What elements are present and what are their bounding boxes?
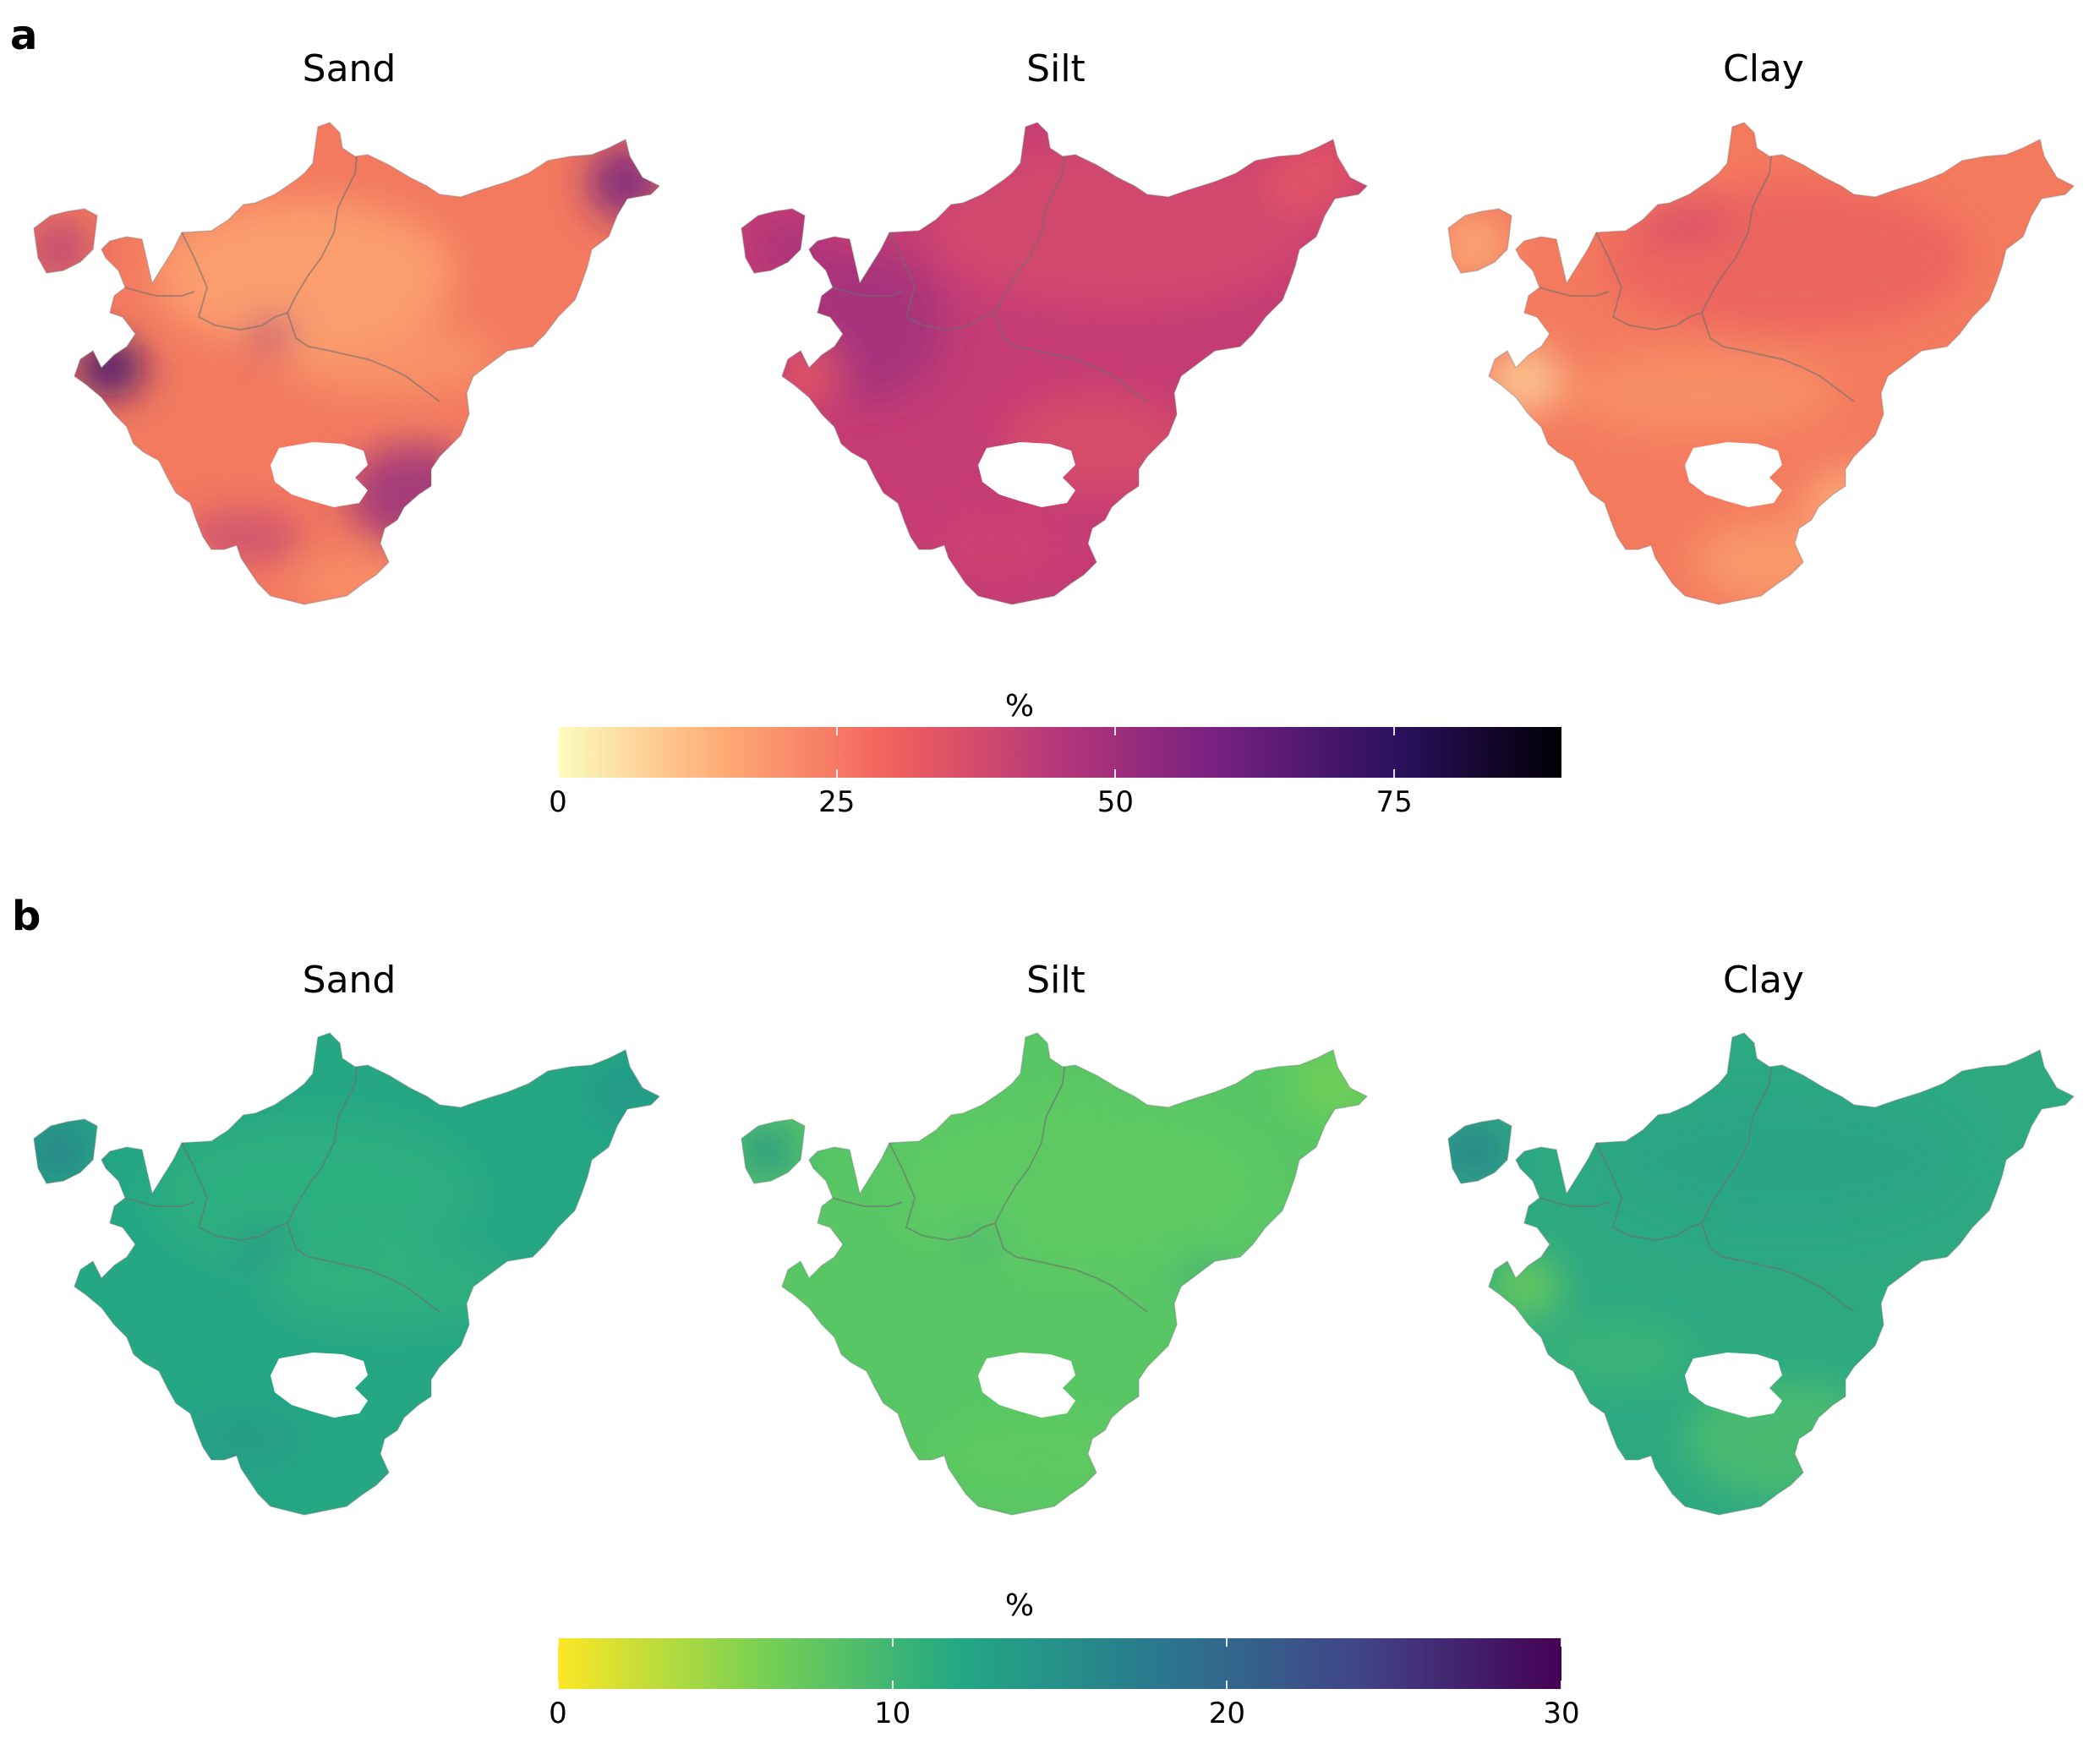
map-outline [1447,1032,2075,1516]
map-province-boundary [287,312,440,402]
map-province-boundary [994,1222,1148,1313]
legend-tick-label: 0 [549,1697,567,1730]
map-lake-hole [271,1353,368,1418]
legend-tick-mark [1226,1638,1228,1647]
legend-tick-label: 50 [1096,785,1135,819]
map-outline [1447,122,2075,605]
map-region-raster [741,1033,1367,1515]
legend-colorbar-a [558,727,1561,778]
legend-tick-label: 10 [874,1697,911,1730]
legend-tick-label: 25 [818,785,856,819]
map-province-boundary [1701,312,1855,402]
legend-tick-label: 20 [1208,1697,1245,1730]
map-b-sand [33,1032,661,1516]
legend-tick-mark [1561,1638,1562,1647]
map-a-sand [33,122,661,605]
legend-tick-label: 0 [549,785,567,819]
map-title-a-clay: Clay [1723,47,1804,90]
map-lake-hole [271,442,368,507]
legend-tick-mark [835,727,838,735]
map-outline [33,1032,661,1516]
map-province-boundary [287,1222,440,1313]
map-province-boundary [832,287,903,297]
map-region-raster [1448,1033,2074,1515]
legend-tick-label: 30 [1543,1697,1580,1730]
legend-title-b: % [1004,1588,1035,1623]
legend-tick-mark [891,1681,894,1689]
map-lake-hole [978,1353,1075,1418]
legend-tick-mark [1114,769,1117,778]
map-province-boundary [124,287,195,297]
map-outline [741,1032,1369,1516]
map-outline [741,122,1369,605]
legend-tick-mark [1561,1681,1562,1689]
map-province-boundary [832,1197,903,1207]
legend-tick-mark [1393,727,1396,735]
legend-tick-mark [557,1681,559,1689]
map-region-raster [741,123,1367,604]
map-province-boundary [1539,1197,1610,1207]
panel-letter-b: b [12,893,41,940]
map-lake-hole [1685,442,1782,507]
map-title-a-silt: Silt [1026,47,1086,90]
map-region-raster [34,123,659,604]
map-province-boundary [994,312,1148,402]
map-title-a-sand: Sand [302,47,396,90]
legend-colorbar-b [558,1638,1561,1689]
map-b-clay [1447,1032,2075,1516]
map-title-b-silt: Silt [1026,959,1086,1002]
legend-tick-mark [891,1638,894,1647]
map-title-b-clay: Clay [1723,959,1804,1002]
map-lake-hole [1685,1353,1782,1418]
legend-tick-mark [1393,769,1396,778]
map-a-silt [741,122,1369,605]
map-province-boundary [1701,1222,1855,1313]
legend-title-a: % [1004,689,1035,724]
map-b-silt [741,1032,1369,1516]
map-a-clay [1447,122,2075,605]
map-title-b-sand: Sand [302,959,396,1002]
legend-tick-mark [557,727,559,735]
legend-tick-mark [835,769,838,778]
map-region-raster [1448,123,2074,604]
panel-letter-a: a [10,12,38,59]
legend-tick-mark [1226,1681,1228,1689]
map-region-raster [34,1033,659,1515]
map-province-boundary [124,1197,195,1207]
legend-tick-mark [1114,727,1117,735]
map-lake-hole [978,442,1075,507]
map-outline [33,122,661,605]
legend-tick-mark [557,1638,559,1647]
map-province-boundary [1539,287,1610,297]
legend-tick-label: 75 [1375,785,1413,819]
legend-tick-mark [557,769,559,778]
